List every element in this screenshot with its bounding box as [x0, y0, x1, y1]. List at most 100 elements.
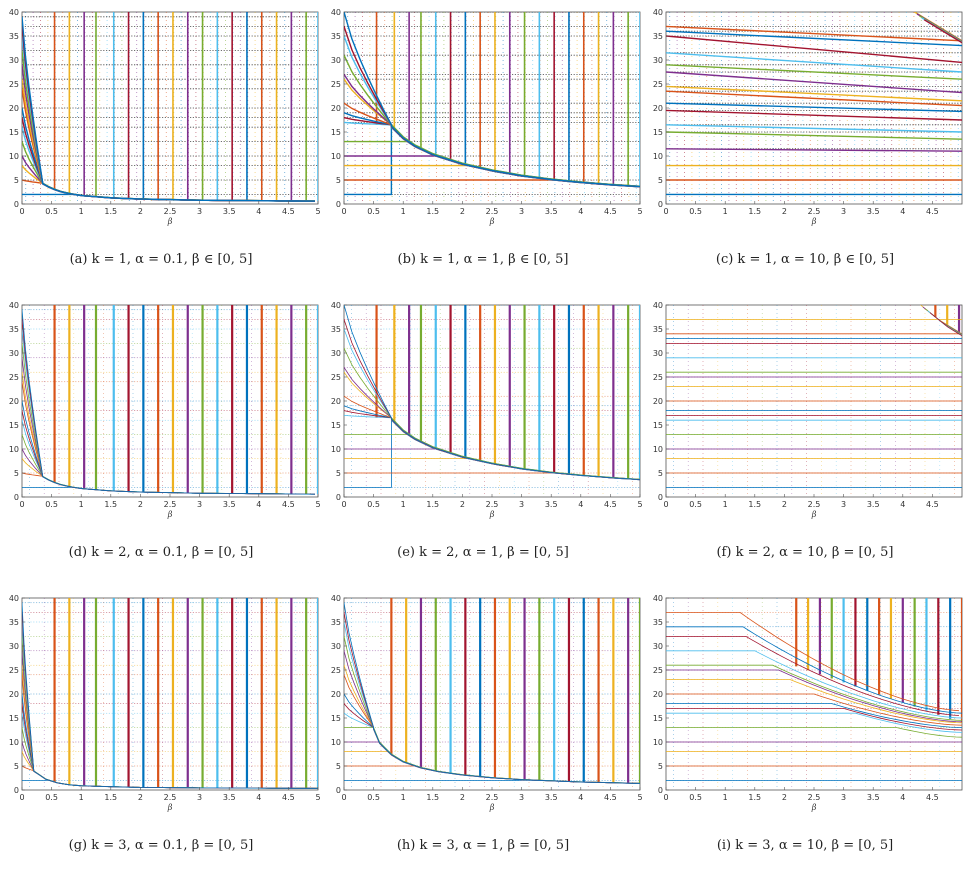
x-tick-label: 4.5	[282, 500, 295, 509]
x-axis-label: β	[811, 510, 817, 519]
y-tick-label: 5	[336, 176, 341, 185]
series-line	[344, 12, 640, 188]
x-tick-label: 0.5	[367, 500, 380, 509]
plot-area	[666, 305, 962, 497]
y-tick-label: 20	[9, 104, 19, 113]
chart-panel-h: 0 5 10 15 20 25 30 35 40 0 0.5 1 1.5 2 2.5 3 3.5 4 4.5 5 β (h…	[322, 586, 644, 879]
y-tick-label: 15	[653, 714, 663, 723]
x-tick-label: 2	[460, 500, 465, 509]
chart-svg-h: 0 5 10 15 20 25 30 35 40 0 0.5 1 1.5 2 2.5 3 3.5 4 4.5 5 β	[331, 594, 643, 812]
x-tick-label: 0.5	[689, 500, 702, 509]
chart-panel-i: 0 5 10 15 20 25 30 35 40 0 0.5 1 1.5 2 2.5 3 3.5 4 4.5 β (i)…	[644, 586, 966, 879]
x-tick-label: 2.5	[486, 207, 499, 216]
x-axis-label: β	[811, 217, 817, 226]
x-tick-label: 1.5	[426, 207, 439, 216]
y-tick-label: 0	[14, 786, 19, 795]
y-tick-label: 25	[9, 373, 19, 382]
y-tick-label: 30	[9, 349, 19, 358]
series-line	[666, 52, 962, 73]
x-tick-label: 3.5	[223, 207, 236, 216]
x-tick-label: 5	[315, 500, 320, 509]
y-tick-label: 35	[331, 32, 341, 41]
series-line	[666, 102, 962, 113]
steep-curve	[923, 19, 962, 44]
plot-area	[344, 305, 640, 497]
y-tick-label: 30	[653, 56, 663, 65]
plot-frame	[343, 304, 641, 498]
y-tick-label: 35	[9, 618, 19, 627]
chart-svg-c: 0 5 10 15 20 25 30 35 40 0 0.5 1 1.5 2 2.5 3 3.5 4 4.5 β	[653, 8, 963, 226]
plot-frame	[343, 11, 641, 205]
x-tick-label: 1	[723, 207, 728, 216]
x-tick-label: 3.5	[545, 793, 558, 802]
y-tick-label: 20	[653, 104, 663, 113]
y-tick-label: 40	[653, 8, 663, 17]
series-line	[22, 309, 315, 495]
y-tick-label: 40	[9, 301, 19, 310]
y-tick-label: 10	[331, 152, 341, 161]
x-tick-label: 1.5	[104, 500, 117, 509]
y-tick-label: 15	[331, 714, 341, 723]
y-tick-label: 35	[331, 325, 341, 334]
y-tick-label: 30	[653, 642, 663, 651]
plot-frame	[343, 597, 641, 791]
x-tick-label: 0	[341, 207, 346, 216]
x-tick-label: 2	[460, 207, 465, 216]
y-tick-label: 10	[9, 152, 19, 161]
y-tick-label: 20	[653, 397, 663, 406]
chart-svg-i: 0 5 10 15 20 25 30 35 40 0 0.5 1 1.5 2 2.5 3 3.5 4 4.5 β	[653, 594, 963, 812]
x-tick-label: 1.5	[104, 793, 117, 802]
x-tick-label: 3.5	[545, 207, 558, 216]
y-tick-label: 5	[658, 176, 663, 185]
x-tick-label: 3	[841, 793, 846, 802]
y-tick-label: 0	[336, 493, 341, 502]
x-tick-label: 3	[519, 207, 524, 216]
caption-e: (e) k = 2, α = 1, β = [0, 5]	[397, 545, 569, 560]
x-tick-label: 2.5	[808, 793, 821, 802]
y-tick-label: 40	[331, 301, 341, 310]
x-tick-label: 1	[79, 500, 84, 509]
x-tick-label: 0	[19, 793, 24, 802]
plot-frame	[21, 11, 319, 205]
series-line	[22, 16, 315, 202]
y-tick-label: 30	[9, 642, 19, 651]
x-tick-label: 1.5	[426, 793, 439, 802]
y-tick-label: 10	[653, 738, 663, 747]
x-tick-label: 2.5	[808, 500, 821, 509]
x-tick-label: 2	[138, 207, 143, 216]
y-tick-label: 0	[658, 493, 663, 502]
caption-i: (i) k = 3, α = 10, β = [0, 5]	[716, 838, 894, 853]
x-tick-label: 4	[578, 500, 583, 509]
series-line	[666, 124, 962, 133]
series-line	[666, 25, 962, 42]
y-tick-label: 15	[331, 128, 341, 137]
y-tick-label: 25	[9, 666, 19, 675]
x-tick-label: 1	[79, 207, 84, 216]
x-tick-label: 1	[723, 500, 728, 509]
series-line	[344, 602, 640, 784]
x-tick-label: 4.5	[604, 500, 617, 509]
x-tick-label: 3	[519, 793, 524, 802]
chart-panel-f: 0 5 10 15 20 25 30 35 40 0 0.5 1 1.5 2 2.5 3 3.5 4 4.5 β (f)…	[644, 293, 966, 586]
x-axis-label: β	[489, 510, 495, 519]
x-tick-label: 3.5	[545, 500, 558, 509]
series-line	[666, 90, 962, 107]
series-line	[666, 727, 962, 738]
y-tick-label: 0	[14, 493, 19, 502]
series-line	[666, 626, 962, 714]
series-line	[666, 612, 960, 712]
series-line	[344, 305, 640, 480]
series-line	[666, 669, 962, 723]
x-tick-label: 1.5	[748, 207, 761, 216]
series-line	[666, 131, 962, 140]
x-tick-label: 3.5	[223, 500, 236, 509]
x-tick-label: 1.5	[748, 793, 761, 802]
y-tick-label: 25	[653, 373, 663, 382]
y-tick-label: 0	[336, 200, 341, 209]
x-tick-label: 1.5	[426, 500, 439, 509]
x-tick-label: 4	[900, 793, 905, 802]
x-tick-label: 1	[401, 207, 406, 216]
y-tick-label: 5	[336, 762, 341, 771]
x-tick-label: 0.5	[367, 207, 380, 216]
x-tick-label: 0.5	[45, 207, 58, 216]
